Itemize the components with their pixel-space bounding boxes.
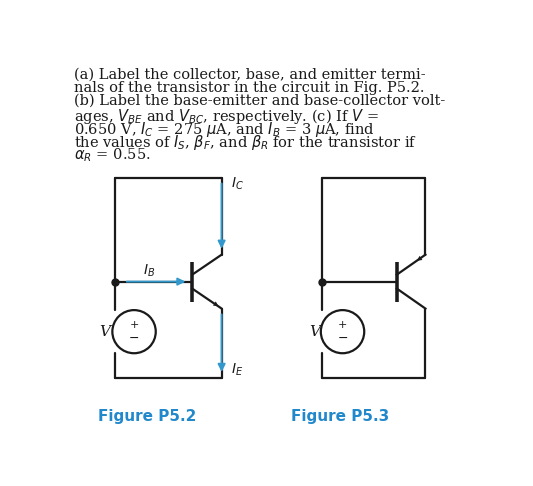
Text: V: V: [309, 325, 320, 339]
Text: 0.650 V, $I_C$ = 275 $\mu$A, and $I_B$ = 3 $\mu$A, find: 0.650 V, $I_C$ = 275 $\mu$A, and $I_B$ =…: [75, 120, 375, 139]
Text: $\alpha_R$ = 0.55.: $\alpha_R$ = 0.55.: [75, 146, 151, 164]
Text: nals of the transistor in the circuit in Fig. P5.2.: nals of the transistor in the circuit in…: [75, 81, 425, 95]
Text: $I_E$: $I_E$: [231, 362, 243, 379]
Text: +: +: [130, 320, 139, 330]
Text: $I_B$: $I_B$: [143, 262, 156, 279]
Text: $I_C$: $I_C$: [231, 175, 244, 192]
Text: +: +: [338, 320, 347, 330]
Text: −: −: [337, 332, 348, 345]
Text: Figure P5.2: Figure P5.2: [98, 409, 196, 424]
Text: the values of $I_S$, $\beta_F$, and $\beta_R$ for the transistor if: the values of $I_S$, $\beta_F$, and $\be…: [75, 133, 417, 152]
Text: Figure P5.3: Figure P5.3: [292, 409, 390, 424]
Text: (b) Label the base-emitter and base-collector volt-: (b) Label the base-emitter and base-coll…: [75, 94, 446, 108]
Text: V: V: [99, 325, 110, 339]
Text: (a) Label the collector, base, and emitter termi-: (a) Label the collector, base, and emitt…: [75, 68, 426, 82]
Text: −: −: [129, 332, 139, 345]
Text: ages, $V_{BE}$ and $V_{BC}$, respectively. (c) If $V$ =: ages, $V_{BE}$ and $V_{BC}$, respectivel…: [75, 107, 379, 126]
